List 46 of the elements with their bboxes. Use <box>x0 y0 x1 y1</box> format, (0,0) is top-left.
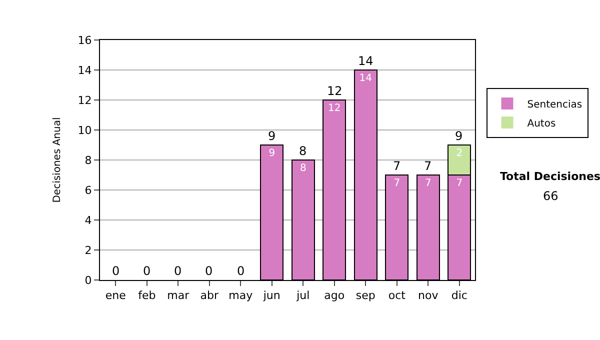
total-label: 8 <box>299 144 307 158</box>
total-label: 0 <box>112 264 120 278</box>
y-tick-label: 8 <box>84 154 92 167</box>
legend-label: Autos <box>527 118 556 130</box>
data-label: 2 <box>456 148 463 159</box>
x-tick-label: oct <box>388 289 406 302</box>
data-label: 7 <box>394 178 400 189</box>
x-tick-label: may <box>228 289 254 302</box>
total-label: 9 <box>268 129 276 143</box>
total-label: 12 <box>327 84 342 98</box>
data-label: 7 <box>456 178 463 189</box>
x-tick-label: nov <box>418 289 439 302</box>
total-label: 7 <box>424 159 432 173</box>
y-tick-label: 12 <box>78 94 92 107</box>
y-tick-label: 10 <box>78 124 92 137</box>
data-label: 8 <box>300 163 306 174</box>
x-tick-label: dic <box>451 289 468 302</box>
data-label: 7 <box>424 178 432 189</box>
y-tick-label: 0 <box>84 274 92 287</box>
y-tick-label: 14 <box>78 64 92 77</box>
x-tick-label: jul <box>296 289 310 302</box>
data-label: 14 <box>359 73 372 84</box>
total-label: 14 <box>358 54 374 68</box>
data-label: 12 <box>328 103 341 114</box>
legend-label: Sentencias <box>527 99 582 110</box>
x-tick-label: ago <box>324 289 345 302</box>
y-tick-label: 6 <box>84 184 92 197</box>
total-label: 0 <box>237 264 245 278</box>
x-tick-label: jun <box>262 289 280 302</box>
data-label: 9 <box>268 148 276 159</box>
x-tick-label: abr <box>200 289 219 302</box>
text: Total Decisiones <box>500 170 600 183</box>
total-label: 0 <box>143 264 151 278</box>
total-label: 0 <box>174 264 182 278</box>
x-tick-label: ene <box>105 289 126 302</box>
total-label: 7 <box>393 159 401 173</box>
y-axis-title: Decisiones Anual <box>52 117 63 203</box>
total-label: 9 <box>455 129 463 143</box>
x-tick-label: sep <box>356 289 376 302</box>
y-tick-label: 2 <box>84 244 92 257</box>
y-tick-label: 16 <box>78 34 92 47</box>
x-tick-label: feb <box>138 289 156 302</box>
text: 66 <box>543 189 558 203</box>
x-tick-label: mar <box>167 289 190 302</box>
total-label: 0 <box>205 264 213 278</box>
y-tick-label: 4 <box>84 214 92 227</box>
